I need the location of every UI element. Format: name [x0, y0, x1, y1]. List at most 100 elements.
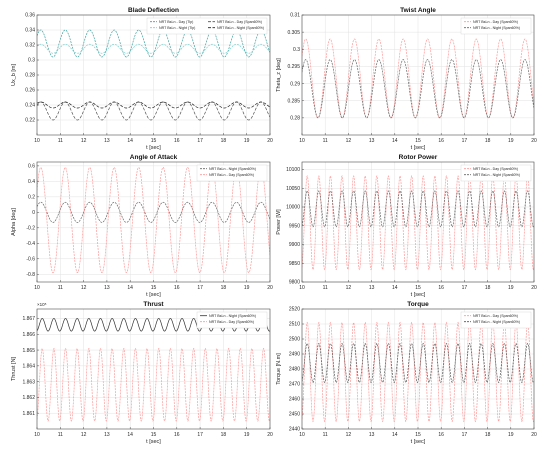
x-axis-label: t [sec]: [411, 145, 426, 151]
y-tick-label: -0.4: [26, 241, 35, 247]
legend-box: [460, 164, 532, 182]
y-tick-label: 1.866: [22, 332, 35, 338]
x-tick-label: 16: [438, 138, 444, 144]
x-tick-label: 14: [127, 285, 133, 291]
chart-title: Thrust: [143, 301, 164, 308]
legend-label: NRT BsLn - Day (Span60%): [473, 314, 518, 318]
x-tick-label: 19: [244, 432, 250, 438]
y-tick-label: 1.863: [22, 379, 35, 385]
chart-panel: 10 11 12 13 14 15 16 17 18 19 20 0.28 0.285 0.29 0.295…: [276, 7, 537, 151]
y-tick-label: 1.864: [22, 364, 35, 370]
y-tick-label: 0.6: [28, 164, 35, 170]
x-tick-label: 16: [174, 138, 180, 144]
y-tick-label: 0.285: [287, 98, 300, 104]
x-tick-label: 19: [508, 138, 514, 144]
x-tick-label: 12: [81, 285, 87, 291]
y-tick-label: 0: [32, 210, 35, 216]
y-tick-label: 1.861: [22, 411, 35, 417]
x-tick-label: 11: [58, 432, 63, 438]
y-tick-label: 9900: [289, 242, 300, 248]
x-axis-label: t [sec]: [146, 145, 161, 151]
x-tick-label: 11: [323, 138, 328, 144]
x-tick-label: 19: [508, 285, 514, 291]
x-tick-label: 13: [369, 285, 375, 291]
series-line: [302, 321, 534, 423]
y-tick-label: 9950: [289, 223, 300, 229]
x-tick-label: 10: [299, 138, 305, 144]
y-tick-label: 0.26: [25, 88, 35, 94]
x-tick-label: 15: [151, 285, 157, 291]
x-tick-label: 14: [127, 432, 133, 438]
x-tick-label: 20: [531, 285, 537, 291]
y-tick-label: 0.22: [25, 118, 35, 124]
x-tick-label: 16: [174, 432, 180, 438]
legend-label: NRT BsLn - Night (Span60%): [473, 26, 520, 30]
x-tick-label: 10: [34, 432, 40, 438]
x-tick-label: 20: [531, 432, 537, 438]
x-tick-label: 13: [104, 285, 110, 291]
chart-panel: 10 11 12 13 14 15 16 17 18 19 20 2440 2450 2460 2470 24…: [276, 301, 537, 445]
x-tick-label: 11: [58, 285, 63, 291]
x-tick-label: 20: [267, 432, 273, 438]
chart-title: Angle of Attack: [130, 154, 178, 161]
x-tick-label: 18: [221, 285, 227, 291]
x-tick-label: 13: [104, 138, 110, 144]
y-tick-label: 10050: [286, 186, 300, 192]
x-tick-label: 16: [438, 285, 444, 291]
chart-title: Blade Deflection: [128, 7, 179, 14]
x-tick-label: 16: [174, 285, 180, 291]
y-tick-label: 1.867: [22, 316, 35, 322]
x-tick-label: 13: [369, 138, 375, 144]
x-tick-label: 12: [346, 285, 352, 291]
x-tick-label: 18: [485, 432, 491, 438]
y-tick-label: -0.6: [26, 256, 35, 262]
legend-label: NRT BsLn - Night (Tip): [159, 26, 195, 30]
legend-label: NRT BsLn - Night (Span60%): [473, 320, 520, 324]
series-line: [37, 43, 270, 54]
y-tick-label: 0.3: [293, 47, 300, 53]
x-tick-label: 19: [244, 285, 250, 291]
y-tick-label: 2460: [289, 397, 300, 403]
x-tick-label: 17: [462, 285, 468, 291]
x-tick-label: 15: [151, 138, 157, 144]
y-tick-label: 0.36: [25, 13, 35, 19]
x-tick-label: 15: [415, 432, 421, 438]
series-line: [37, 101, 270, 121]
x-axis-label: t [sec]: [411, 439, 426, 445]
x-tick-label: 10: [34, 138, 40, 144]
chart-title: Rotor Power: [399, 154, 438, 161]
y-tick-label: 0.295: [287, 64, 300, 70]
y-tick-label: 2440: [289, 427, 300, 433]
legend-label: NRT BsLn - Day (Span60%): [473, 167, 518, 171]
legend-label: NRT BsLn - Day (Span60%): [209, 173, 254, 177]
axis-multiplier: ×10⁵: [37, 302, 47, 307]
series-line: [37, 29, 270, 58]
y-tick-label: -0.8: [26, 272, 35, 278]
y-tick-label: 2480: [289, 367, 300, 373]
x-tick-label: 11: [58, 138, 63, 144]
legend-label: NRT BsLn - Day (Tip): [159, 20, 193, 24]
y-tick-label: 2520: [289, 307, 300, 313]
legend-box: [196, 311, 268, 329]
x-tick-label: 15: [151, 432, 157, 438]
x-tick-label: 18: [221, 138, 227, 144]
legend: NRT BsLn - Day (Tip) NRT BsLn - Night (Ti…: [146, 17, 268, 35]
y-tick-label: 2510: [289, 322, 300, 328]
y-tick-label: 0.3: [28, 58, 35, 64]
x-tick-label: 12: [346, 138, 352, 144]
x-tick-label: 12: [81, 138, 87, 144]
x-tick-label: 11: [323, 285, 328, 291]
legend-label: NRT BsLn - Day (Span60%): [473, 20, 518, 24]
legend-box: [146, 17, 268, 35]
y-tick-label: -0.2: [26, 226, 35, 232]
y-tick-label: 0.305: [287, 30, 300, 36]
x-tick-label: 17: [462, 432, 468, 438]
y-tick-label: 9850: [289, 261, 300, 267]
x-tick-label: 18: [221, 432, 227, 438]
legend-box: [460, 311, 532, 329]
y-tick-label: 2500: [289, 337, 300, 343]
x-tick-label: 11: [323, 432, 328, 438]
y-tick-label: 0.4: [28, 179, 35, 185]
y-tick-label: 0.34: [25, 28, 35, 34]
